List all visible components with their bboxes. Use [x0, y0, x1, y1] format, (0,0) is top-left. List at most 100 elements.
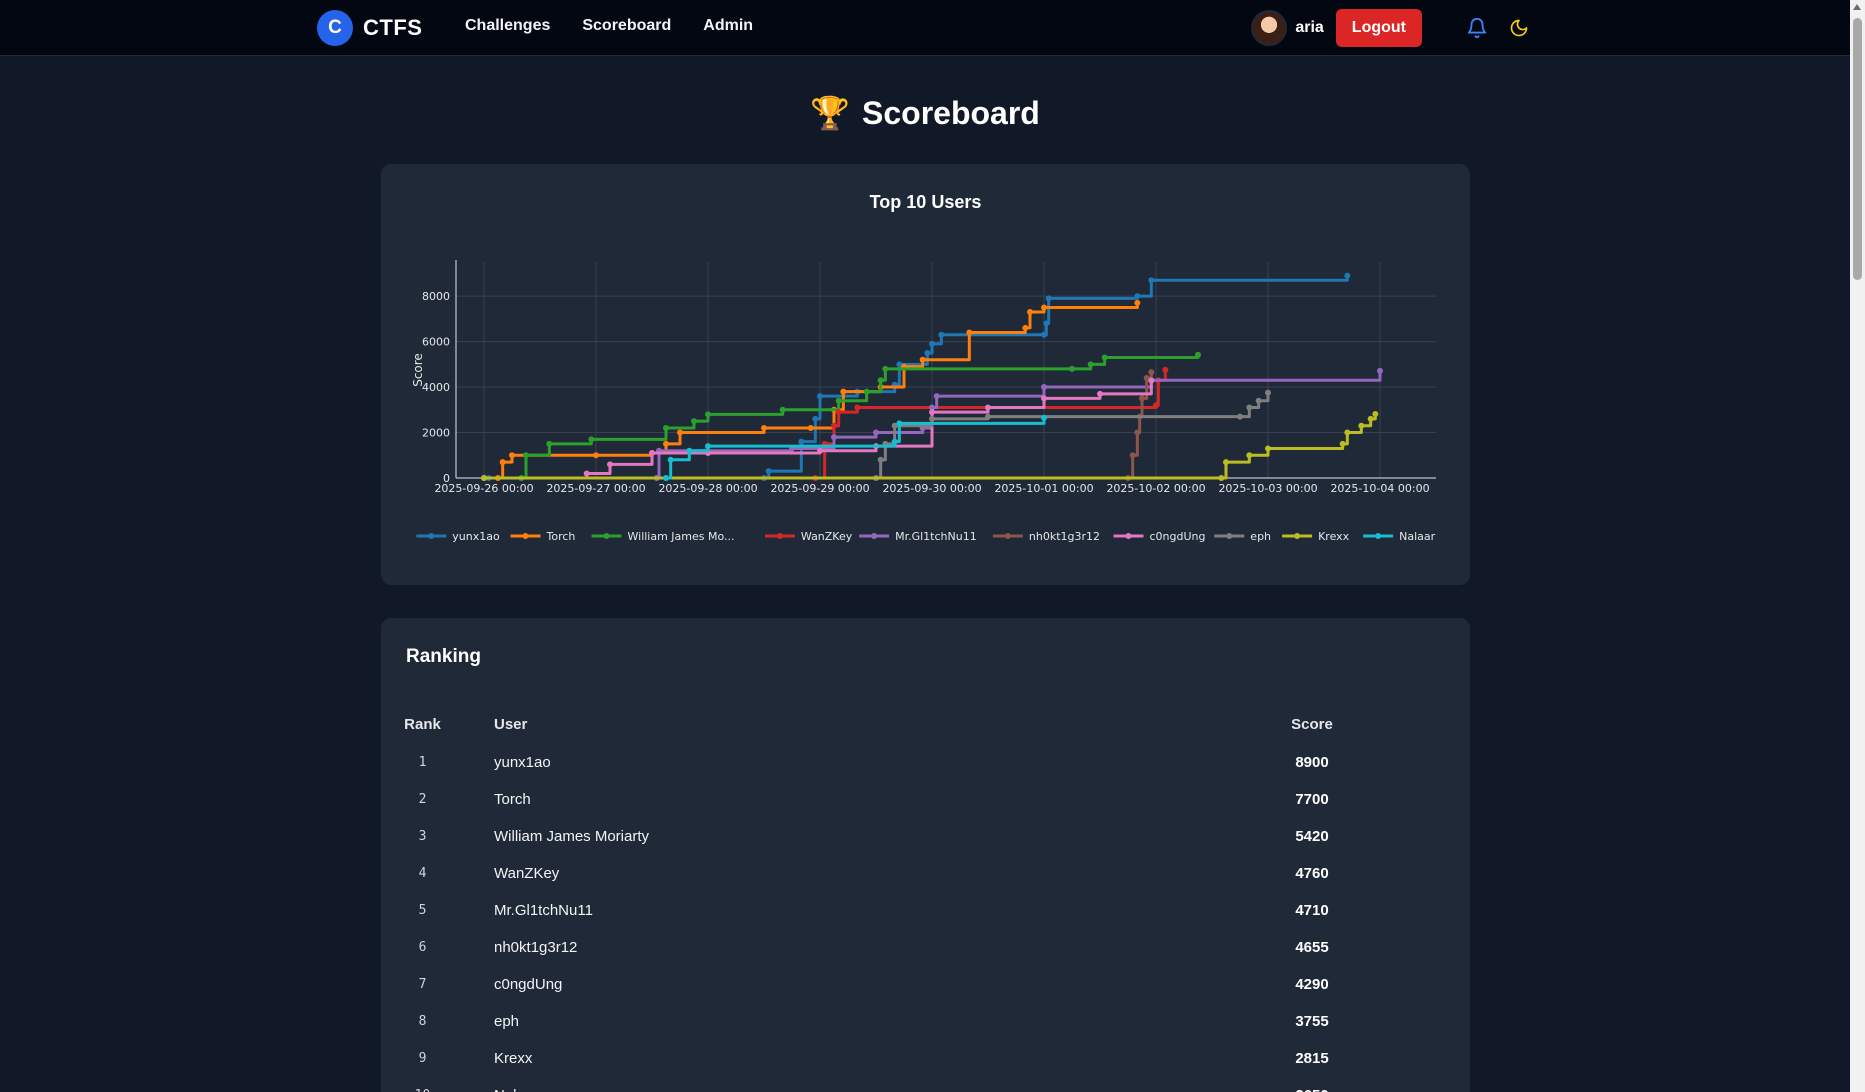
user-cell[interactable]: Krexx: [494, 1050, 533, 1067]
legend-marker: [428, 533, 435, 539]
user-cell[interactable]: Torch: [494, 791, 531, 808]
header-rank[interactable]: Rank: [404, 715, 441, 733]
user-cell[interactable]: Nalaar: [494, 1077, 1274, 1092]
rank-cell: 1: [418, 755, 427, 770]
user-cell[interactable]: nh0kt1g3r12: [494, 939, 578, 956]
series-point-eph: [1255, 397, 1262, 404]
score-cell: 2815: [1295, 1050, 1329, 1067]
series-point-William James Moriarty: [1087, 361, 1094, 368]
y-tick-label: 6000: [422, 336, 450, 349]
series-point-c0ngdUng: [1041, 395, 1047, 402]
score-chart[interactable]: 2025-09-26 00:00 2025-09-27 00:00 2025-09-…: [381, 164, 1470, 585]
x-tick-label: 2025-10-02 00:00: [1106, 482, 1205, 495]
series-line-yunx1ao: [488, 275, 1349, 480]
series-point-William James Moriarty: [1069, 365, 1075, 372]
series-point-Torch: [761, 424, 767, 431]
series-point-William James Moriarty: [546, 440, 553, 447]
series-point-Torch: [663, 440, 669, 447]
bell-icon[interactable]: [1464, 15, 1490, 41]
series-point-WanZKey: [835, 409, 842, 416]
x-tick-label: 2025-10-04 00:00: [1330, 482, 1429, 495]
page-title-text: Scoreboard: [862, 95, 1040, 131]
series-point-WanZKey: [1153, 402, 1159, 409]
series-line-Nalaar: [666, 417, 1046, 480]
series-point-Mr.Gl1tchNu11: [873, 429, 879, 436]
series-point-Mr.Gl1tchNu11: [933, 393, 940, 400]
user-cell[interactable]: WanZKey: [494, 865, 560, 882]
table-row[interactable]: 10Nalaar2650: [381, 1077, 1470, 1092]
series-point-Krexx: [1246, 452, 1253, 459]
logo-icon: C: [317, 10, 353, 46]
series-point-c0ngdUng: [607, 461, 613, 468]
legend-item: c0ngdUng: [1150, 530, 1206, 543]
table-row[interactable]: 8 eph 3755: [381, 1003, 1470, 1040]
user-cell[interactable]: William James Moriarty: [494, 828, 650, 845]
series-line-William James Moriarty: [521, 354, 1200, 480]
username[interactable]: aria: [1295, 19, 1324, 36]
legend-item: Mr.Gl1tchNu11: [895, 530, 977, 543]
table-row[interactable]: 2 Torch 7700: [381, 781, 1470, 818]
legend-item: William James Mo...: [628, 530, 735, 543]
table-row[interactable]: 9 Krexx 2815: [381, 1040, 1470, 1077]
series-point-yunx1ao: [817, 393, 823, 400]
series-point-Torch: [1027, 309, 1033, 316]
chart-title: Top 10 Users: [869, 192, 982, 212]
header-score[interactable]: Score: [1291, 715, 1333, 733]
series-point-eph: [985, 413, 991, 420]
series-point-Torch: [499, 459, 506, 466]
nav-link-scoreboard[interactable]: Scoreboard: [582, 17, 672, 34]
logout-button[interactable]: Logout: [1335, 9, 1422, 47]
series-point-Nalaar: [667, 456, 674, 463]
rank-cell: 3: [418, 829, 427, 844]
series-point-Nalaar: [663, 475, 669, 481]
series-point-yunx1ao: [896, 361, 903, 368]
user-cell[interactable]: Mr.Gl1tchNu11: [494, 902, 593, 919]
series-point-eph: [929, 415, 935, 422]
series-point-Torch: [840, 388, 847, 395]
brand[interactable]: C CTFS: [317, 10, 422, 46]
series-point-yunx1ao: [938, 331, 945, 338]
scroll-up-arrow-icon[interactable]: [1853, 4, 1861, 10]
legend-marker: [1294, 533, 1301, 539]
series-point-Torch: [677, 429, 683, 436]
series-point-Mr.Gl1tchNu11: [1041, 384, 1047, 391]
user-cell[interactable]: c0ngdUng: [494, 976, 563, 993]
x-tick-label: 2025-09-27 00:00: [546, 482, 645, 495]
y-tick-label: 4000: [422, 381, 450, 394]
moon-icon[interactable]: [1506, 15, 1532, 41]
user-cell[interactable]: eph: [494, 1013, 520, 1030]
series-point-Krexx: [1339, 440, 1346, 447]
table-row[interactable]: 5 Mr.Gl1tchNu11 4710: [381, 892, 1470, 929]
y-tick-label: 8000: [422, 290, 450, 303]
series-point-William James Moriarty: [863, 388, 870, 395]
y-tick-label: 0: [443, 472, 450, 485]
series-point-William James Moriarty: [1101, 354, 1108, 361]
series-point-yunx1ao: [1041, 331, 1047, 338]
score-cell: 4655: [1295, 939, 1329, 956]
ranking-table: Rank User Score 1 yunx1ao 8900 2 Torch 7700 …: [381, 704, 1470, 1092]
series-point-yunx1ao: [765, 468, 772, 475]
series-point-Torch: [807, 424, 814, 431]
series-point-eph: [1246, 404, 1253, 411]
table-row[interactable]: 6 nh0kt1g3r12 4655: [381, 929, 1470, 966]
series-point-Mr.Gl1tchNu11: [831, 434, 837, 441]
avatar[interactable]: [1251, 10, 1288, 46]
table-row[interactable]: 4 WanZKey 4760: [381, 855, 1470, 892]
nav-link-admin[interactable]: Admin: [703, 17, 754, 34]
header-user[interactable]: User: [494, 715, 528, 733]
table-row[interactable]: 3 William James Moriarty 5420: [381, 818, 1470, 855]
legend-marker: [1375, 533, 1382, 539]
scroll-thumb[interactable]: [1853, 18, 1862, 280]
trophy-icon: 🏆: [810, 95, 850, 131]
series-point-nh0kt1g3r12: [1134, 429, 1141, 436]
table-row[interactable]: 7 c0ngdUng 4290: [381, 966, 1470, 1003]
series-point-William James Moriarty: [779, 406, 786, 413]
page-scrollbar[interactable]: [1850, 0, 1865, 1092]
user-cell[interactable]: yunx1ao: [494, 754, 551, 771]
legend-marker: [871, 533, 878, 539]
nav-link-challenges[interactable]: Challenges: [465, 17, 551, 34]
table-row[interactable]: 1 yunx1ao 8900: [381, 744, 1470, 781]
series-line-eph: [876, 392, 1270, 480]
series-point-Krexx: [1223, 459, 1229, 466]
series-point-Nalaar: [1041, 414, 1047, 421]
